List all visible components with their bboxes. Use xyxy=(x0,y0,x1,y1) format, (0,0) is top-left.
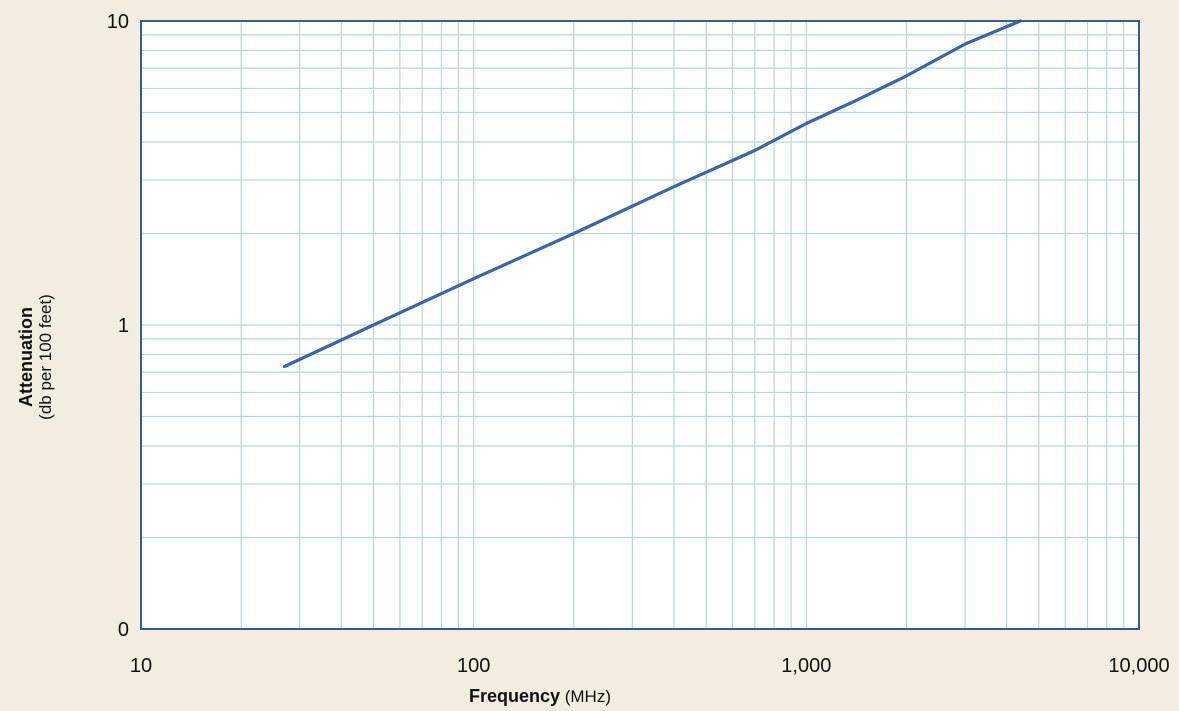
y-tick-label: 0 xyxy=(118,619,129,641)
grid-lines xyxy=(141,21,1139,629)
x-tick-label: 100 xyxy=(457,655,490,677)
y-axis-title-main: Attenuation xyxy=(16,307,36,407)
y-axis-title: Attenuation (db per 100 feet) xyxy=(16,294,55,420)
y-tick-label: 1 xyxy=(118,315,129,337)
x-axis-title-main: Frequency xyxy=(469,686,560,706)
x-axis-title-unit: (MHz) xyxy=(560,687,611,706)
plot-frame xyxy=(140,20,1140,630)
y-tick-label: 10 xyxy=(107,11,129,33)
x-axis-title: Frequency (MHz) xyxy=(469,686,611,706)
x-tick-label: 10 xyxy=(130,655,152,677)
y-tick-labels: 0 1 10 xyxy=(107,11,129,641)
y-axis-title-unit: (db per 100 feet) xyxy=(36,294,55,420)
x-tick-label: 1,000 xyxy=(781,655,831,677)
x-tick-label: 10,000 xyxy=(1108,655,1169,677)
attenuation-line xyxy=(282,19,1022,369)
x-tick-labels: 10 100 1,000 10,000 xyxy=(130,655,1170,677)
